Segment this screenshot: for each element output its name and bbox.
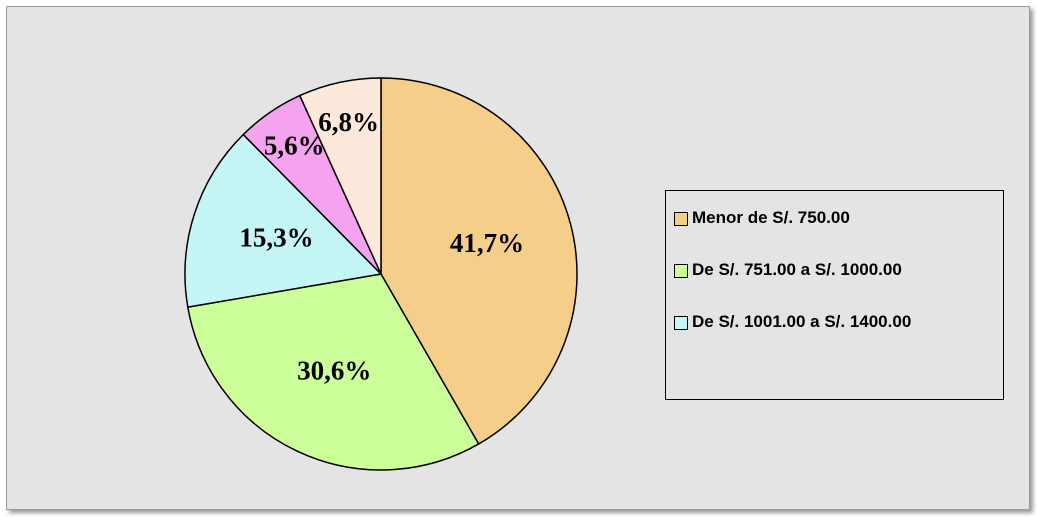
legend-label: De S/. 751.00 a S/. 1000.00 (692, 260, 902, 279)
legend-swatch (674, 212, 688, 226)
pie-slice (184, 133, 383, 308)
legend-swatch (674, 316, 688, 330)
legend-swatch (674, 264, 688, 278)
pie-slice (380, 77, 578, 445)
legend-item: De S/. 751.00 a S/. 1000.00 (674, 257, 995, 283)
data-label: 5,6% (264, 130, 325, 160)
pie-slice (298, 77, 382, 275)
legend-label: Menor de S/. 750.00 (692, 208, 850, 227)
legend: Menor de S/. 750.00 De S/. 751.00 a S/. 1… (665, 190, 1004, 400)
legend-label: De S/. 1001.00 a S/. 1400.00 (692, 312, 912, 331)
legend-item: Menor de S/. 750.00 (674, 205, 995, 231)
data-label: 6,8% (318, 107, 379, 137)
data-label: 30,6% (297, 356, 371, 386)
pie-slice (186, 273, 480, 471)
data-label: 15,3% (239, 223, 313, 253)
data-label: 41,7% (450, 228, 524, 258)
legend-item: De S/. 1001.00 a S/. 1400.00 (674, 309, 995, 335)
